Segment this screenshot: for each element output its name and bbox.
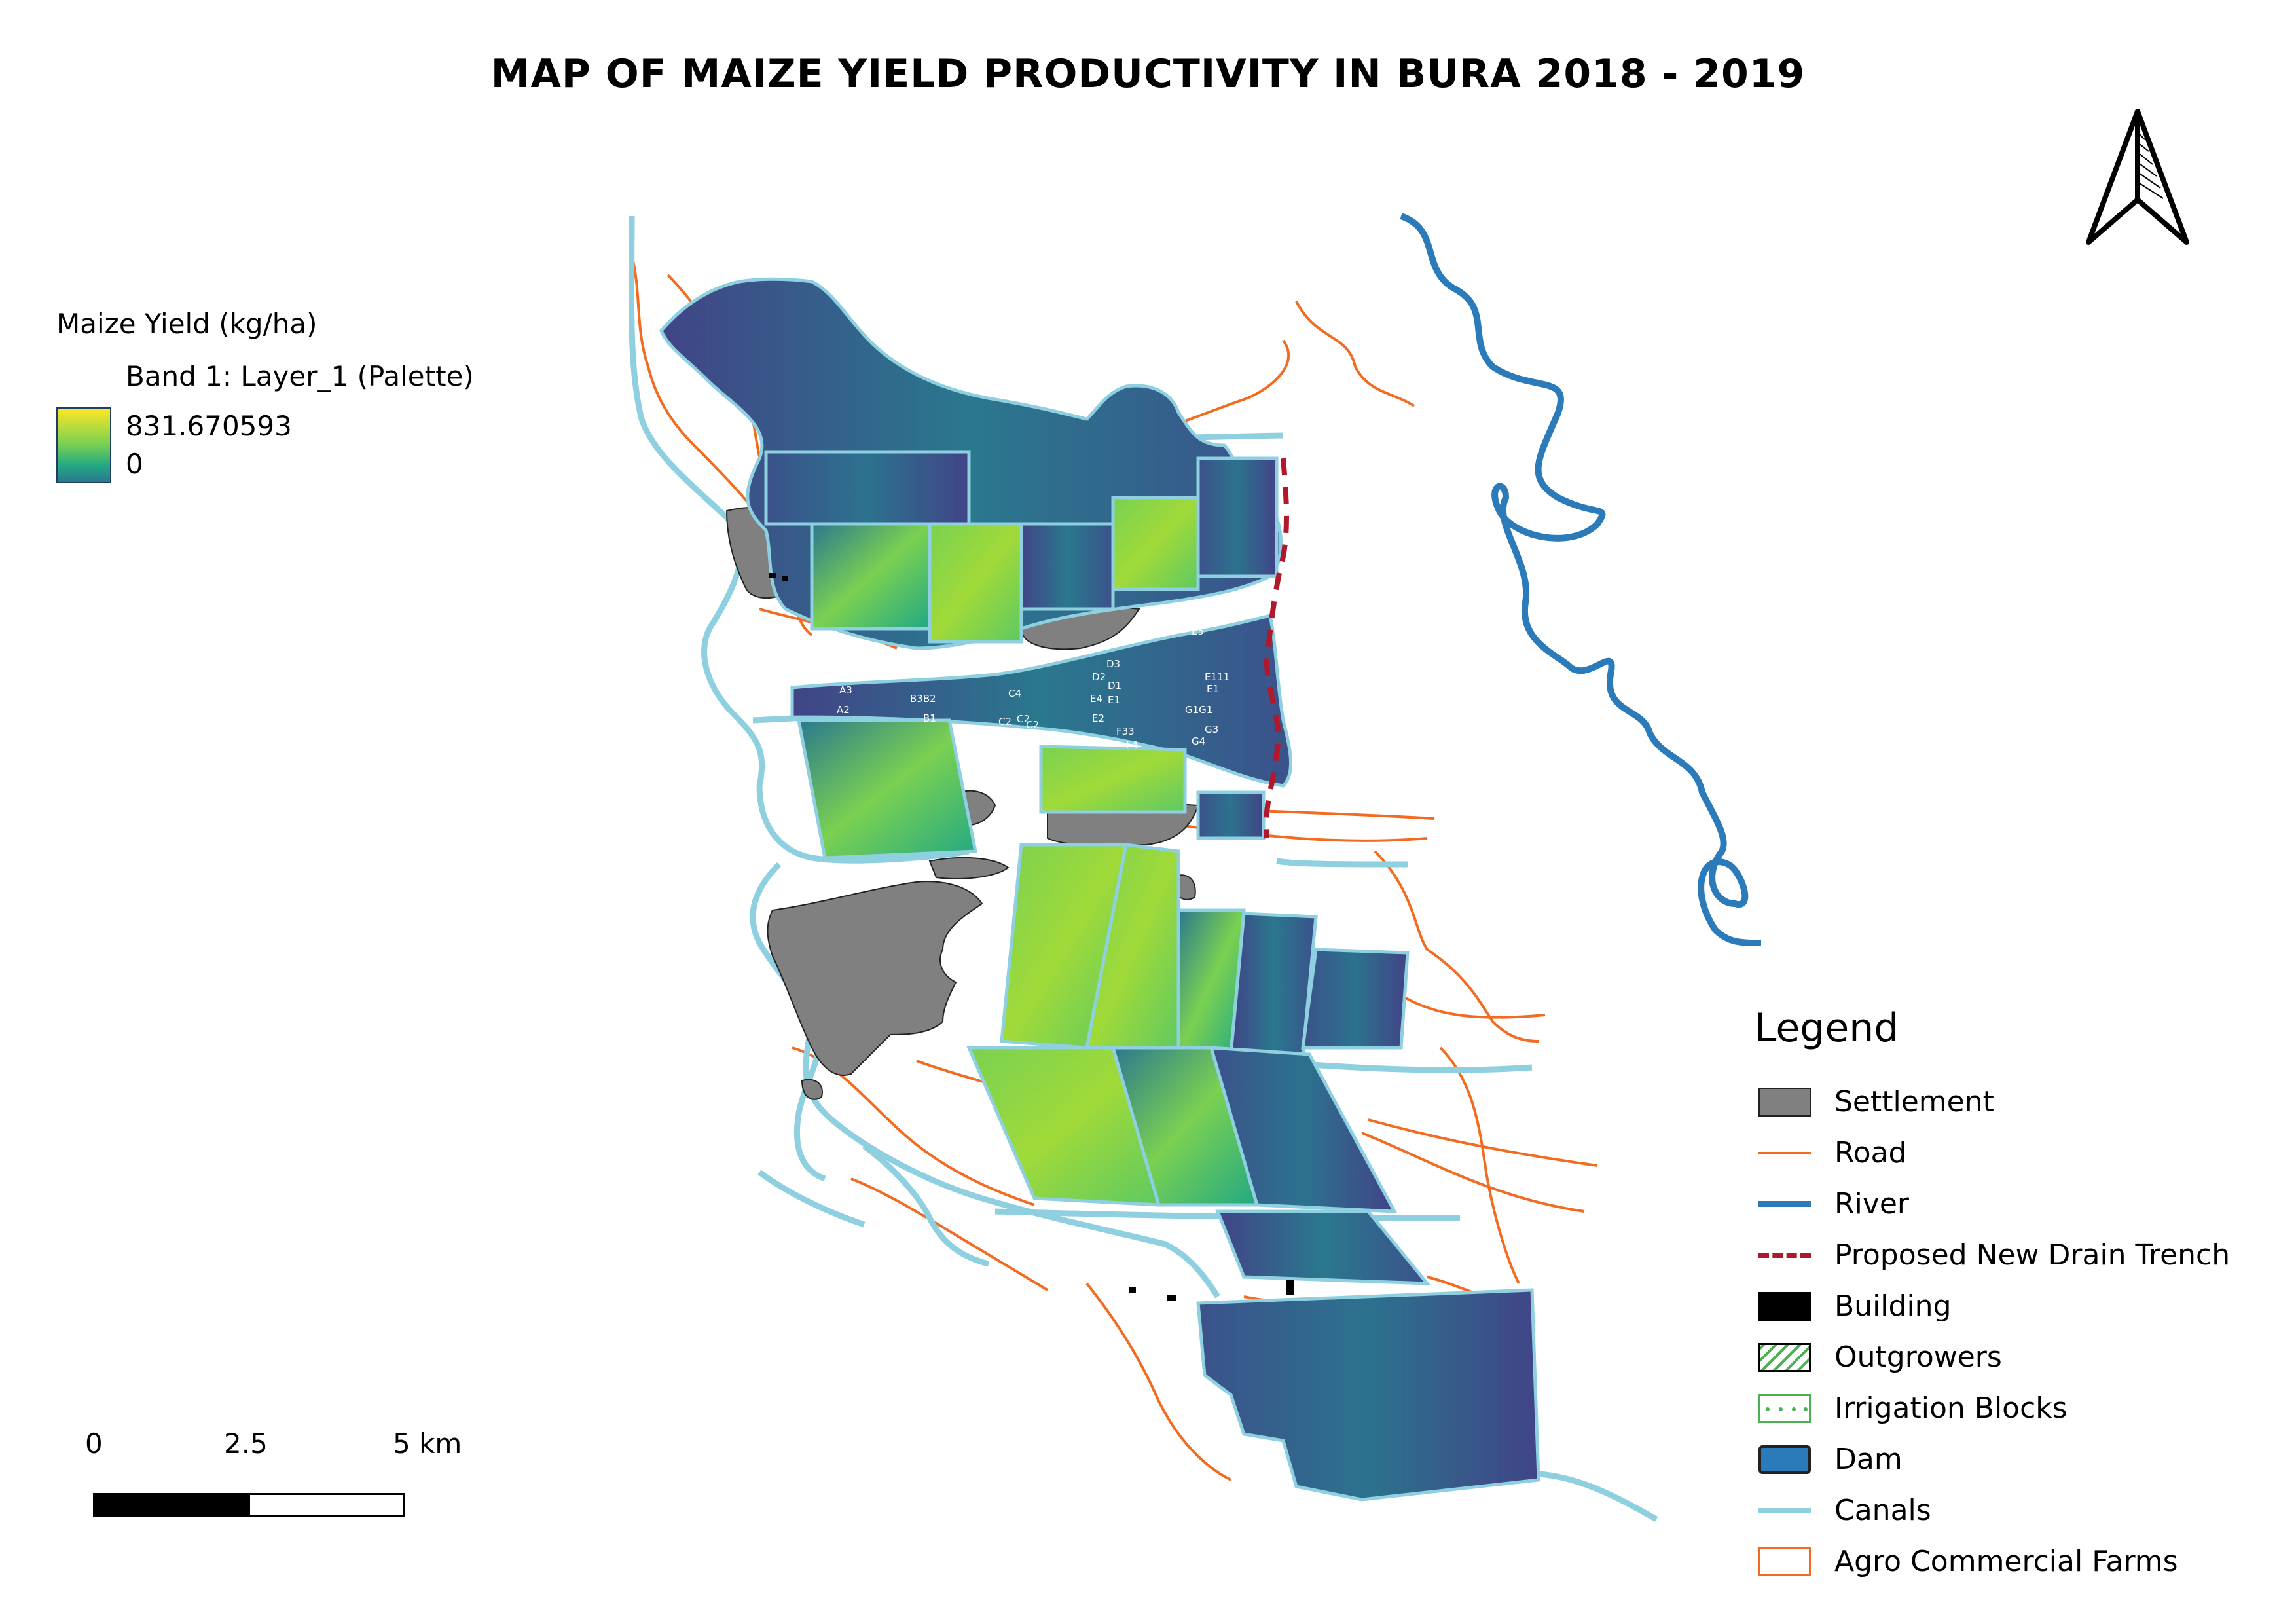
block-label: D1 xyxy=(1108,680,1122,692)
river xyxy=(1400,213,1762,946)
legend-item-irrigation-blocks: Irrigation Blocks xyxy=(1755,1389,2252,1428)
road-swatch xyxy=(1758,1139,1811,1168)
block-label: E5 xyxy=(1192,625,1205,637)
settlement-swatch xyxy=(1758,1088,1811,1116)
scale-bar-black-segment xyxy=(93,1493,250,1517)
scale-bar: 0 2.5 5 km xyxy=(85,1428,462,1526)
block-label: F33 xyxy=(1116,726,1135,737)
legend-item-settlement: Settlement xyxy=(1755,1082,2252,1122)
legend-item-label: River xyxy=(1834,1187,1909,1221)
legend-item-label: Agro Commercial Farms xyxy=(1834,1545,2178,1578)
raster-legend-title: Maize Yield (kg/ha) xyxy=(56,308,318,340)
block-label: G4 xyxy=(1192,735,1206,747)
legend-item-canals: Canals xyxy=(1755,1491,2252,1530)
block-label: C2 xyxy=(1026,719,1040,731)
outgrowers-swatch xyxy=(1758,1343,1811,1372)
block-label: A4 xyxy=(805,671,818,683)
block-label: A3 xyxy=(839,684,852,696)
legend-item-label: Road xyxy=(1834,1136,1907,1170)
block-label: F4 xyxy=(1126,739,1139,750)
legend-item-label: Proposed New Drain Trench xyxy=(1834,1238,2231,1272)
yield-fields-north xyxy=(659,277,1283,650)
raster-legend-band: Band 1: Layer_1 (Palette) xyxy=(126,360,474,392)
raster-legend-max: 831.670593 xyxy=(126,410,292,442)
legend-item-building: Building xyxy=(1755,1287,2252,1326)
yield-fields-south xyxy=(966,843,1540,1502)
legend-item-label: Settlement xyxy=(1834,1085,1994,1118)
scale-label-0: 0 xyxy=(85,1428,103,1460)
scale-label-end: 5 km xyxy=(393,1428,462,1460)
drain-trench-swatch xyxy=(1758,1241,1811,1270)
block-label: C2 xyxy=(998,716,1012,728)
legend-item-drain-trench: Proposed New Drain Trench xyxy=(1755,1236,2252,1275)
block-label: E2 xyxy=(1092,712,1105,724)
buildings xyxy=(769,573,1294,1301)
river-swatch xyxy=(1758,1190,1811,1219)
canals-swatch xyxy=(1758,1496,1811,1525)
building-swatch xyxy=(1758,1292,1811,1321)
legend-item-label: Building xyxy=(1834,1289,1952,1323)
scale-bar-white-segment xyxy=(248,1493,405,1517)
proposed-drain-trench xyxy=(1264,458,1289,839)
block-label: B3B2 xyxy=(910,693,936,705)
irrigation-blocks-swatch xyxy=(1758,1394,1811,1423)
block-label: C4 xyxy=(1008,688,1022,699)
legend-item-dam: Dam xyxy=(1755,1440,2252,1479)
block-label: D3 xyxy=(1106,658,1121,670)
legend-item-label: Outgrowers xyxy=(1834,1340,2002,1374)
map-title: MAP OF MAIZE YIELD PRODUCTIVITY IN BURA … xyxy=(490,51,1806,97)
agro-commercial-farms-swatch xyxy=(1758,1547,1811,1576)
legend-item-label: Canals xyxy=(1834,1494,1931,1527)
north-arrow-icon xyxy=(2086,109,2189,245)
block-label: E4 xyxy=(1090,693,1103,705)
block-label: E111 xyxy=(1205,671,1230,683)
block-label: E1 xyxy=(1108,694,1121,706)
block-label: G1G1 xyxy=(1185,704,1213,716)
block-label: G3 xyxy=(1205,724,1219,735)
block-label: D2 xyxy=(1092,671,1106,683)
legend-item-agro-commercial-farms: Agro Commercial Farms xyxy=(1755,1542,2252,1581)
legend-item-road: Road xyxy=(1755,1134,2252,1173)
dam-swatch xyxy=(1758,1445,1811,1474)
legend-item-river: River xyxy=(1755,1185,2252,1224)
block-label: B1 xyxy=(923,712,936,724)
yield-fields-middle xyxy=(790,613,1292,860)
block-label: A2 xyxy=(837,704,850,716)
scale-label-mid: 2.5 xyxy=(224,1428,268,1460)
raster-legend-min: 0 xyxy=(126,448,143,480)
block-label: C2 xyxy=(1017,713,1030,725)
block-label: E1 xyxy=(1207,683,1220,695)
color-ramp xyxy=(56,407,111,483)
legend-title: Legend xyxy=(1755,1005,1899,1051)
legend-item-label: Dam xyxy=(1834,1443,1903,1476)
legend-item-outgrowers: Outgrowers xyxy=(1755,1338,2252,1377)
legend-item-label: Irrigation Blocks xyxy=(1834,1392,2068,1425)
